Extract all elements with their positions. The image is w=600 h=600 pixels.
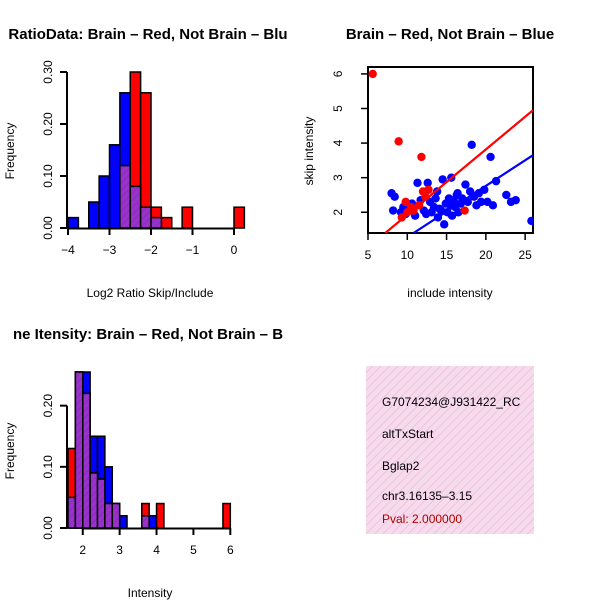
scatter-point-brain <box>394 137 403 146</box>
y-tick-label: 0.10 <box>41 164 55 188</box>
x-tick-label: −3 <box>103 243 117 257</box>
scatter-point-not-brain <box>413 178 422 188</box>
y-tick-label: 3 <box>331 174 345 181</box>
histogram-bar-overlap <box>141 515 150 529</box>
x-axis-label: Intensity <box>128 586 173 600</box>
scatter-point-not-brain <box>476 197 486 207</box>
x-axis-label: include intensity <box>407 286 492 300</box>
scatter-point-not-brain <box>438 175 447 184</box>
histogram-bar-brain <box>233 206 246 229</box>
scatter-point-not-brain <box>486 152 495 162</box>
histogram-bar-not-brain <box>98 175 111 229</box>
scatter-point-not-brain <box>511 195 520 205</box>
x-tick-label: 5 <box>190 543 197 557</box>
histogram-bar-brain <box>155 502 165 529</box>
x-tick-label: 6 <box>227 543 234 557</box>
event-type: altTxStart <box>382 427 434 441</box>
scatter-point-not-brain <box>502 190 511 200</box>
x-axis-label: Log2 Ratio Skip/Include <box>87 286 214 300</box>
scatter-point-brain <box>397 213 406 222</box>
y-tick-label: 2 <box>331 209 345 216</box>
fit-line-brain <box>384 109 533 233</box>
scatter-point-not-brain <box>453 189 462 198</box>
histogram-bar-overlap <box>96 478 106 529</box>
chart-title: Brain – Red, Not Brain – Blue <box>346 26 554 43</box>
scatter-point-brain <box>460 206 469 215</box>
genomic-location: chr3.16135–3.15 <box>382 489 472 503</box>
chart-title: RatioData: Brain – Red, Not Brain – Blu <box>8 26 287 43</box>
scatter-point-not-brain <box>447 211 457 220</box>
p-value: Pval: 2.000000 <box>382 512 462 526</box>
histogram-bar-not-brain <box>108 144 121 229</box>
scatter-point-not-brain <box>390 192 399 201</box>
ratio-histogram: RatioData: Brain – Red, Not Brain – Blu … <box>3 26 288 300</box>
y-tick-label: 6 <box>331 70 345 77</box>
histogram-bar-brain <box>222 502 232 529</box>
info-panel: G7074234@J931422_RC altTxStart Bglap2 ch… <box>366 366 534 534</box>
plot-frame <box>367 66 534 234</box>
histogram-bar-overlap <box>89 472 99 529</box>
histogram-bar-overlap <box>104 502 114 529</box>
x-tick-label: −4 <box>61 243 75 257</box>
x-tick-label: 20 <box>479 248 493 262</box>
scatter-plot: Brain – Red, Not Brain – Blue include in… <box>302 26 554 300</box>
histogram-bar-brain <box>160 216 173 229</box>
x-tick-label: 0 <box>231 243 238 257</box>
scatter-marks <box>368 69 533 233</box>
histogram-bar-not-brain <box>88 201 100 229</box>
y-tick-label: 4 <box>331 139 345 146</box>
scatter-point-not-brain <box>461 180 470 189</box>
histogram-bar-overlap <box>139 206 152 229</box>
scatter-point-not-brain <box>388 206 398 215</box>
x-tick-label: −1 <box>186 243 200 257</box>
scatter-point-not-brain <box>440 220 449 229</box>
info-hatch <box>366 366 534 534</box>
y-tick-label: 0.00 <box>41 216 55 240</box>
x-tick-label: 25 <box>518 248 532 262</box>
gene-name: Bglap2 <box>382 459 420 473</box>
y-tick-label: 0.20 <box>41 112 55 136</box>
scatter-point-brain <box>417 152 426 162</box>
histogram-bar-overlap <box>150 216 163 229</box>
chart-title: ne Itensity: Brain – Red, Not Brain – B <box>13 326 283 343</box>
histogram-bar-not-brain <box>118 515 128 529</box>
x-tick-label: 5 <box>365 248 372 262</box>
histogram-bar-overlap <box>82 392 91 529</box>
scatter-point-not-brain <box>423 178 432 188</box>
y-axis-label: Frequency <box>3 123 17 180</box>
scatter-point-not-brain <box>527 216 533 226</box>
x-tick-label: 4 <box>153 543 160 557</box>
scatter-point-not-brain <box>467 140 476 150</box>
y-tick-label: 0.00 <box>41 516 55 540</box>
x-tick-label: −2 <box>144 243 158 257</box>
histogram-bar-overlap <box>129 185 142 229</box>
scatter-point-brain <box>368 69 377 79</box>
histogram-bar-not-brain <box>67 216 80 229</box>
intensity-histogram: ne Itensity: Brain – Red, Not Brain – B … <box>3 326 283 600</box>
y-tick-label: 5 <box>331 105 345 112</box>
y-tick-label: 0.30 <box>41 60 55 84</box>
histogram-bar-not-brain <box>148 515 158 529</box>
histogram-bar-overlap <box>119 164 131 229</box>
y-tick-label: 0.10 <box>41 455 55 479</box>
y-axis-label: skip intensity <box>302 117 316 186</box>
event-id: G7074234@J931422_RC <box>382 395 521 409</box>
scatter-point-not-brain <box>454 208 463 217</box>
histogram-bar-overlap <box>67 496 77 529</box>
x-tick-label: 2 <box>79 543 86 557</box>
scatter-point-brain <box>418 187 428 196</box>
scatter-point-not-brain <box>431 194 440 203</box>
scatter-point-not-brain <box>488 201 498 210</box>
x-tick-label: 10 <box>401 248 415 262</box>
histogram-bar-overlap <box>74 371 84 529</box>
x-tick-label: 3 <box>116 543 123 557</box>
y-tick-label: 0.20 <box>41 394 55 418</box>
x-tick-label: 15 <box>440 248 454 262</box>
histogram-bar-overlap <box>111 502 121 529</box>
y-axis-label: Frequency <box>3 423 17 480</box>
fit-line-not-brain <box>412 154 533 233</box>
scatter-point-brain <box>401 197 410 207</box>
histogram-bar-brain <box>181 206 194 229</box>
